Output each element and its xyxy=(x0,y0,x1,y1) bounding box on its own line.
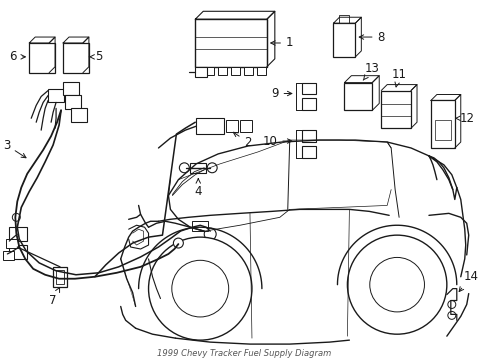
Text: 13: 13 xyxy=(363,62,379,80)
Bar xyxy=(301,130,315,142)
Circle shape xyxy=(148,237,251,340)
Bar xyxy=(71,108,87,122)
Text: 4: 4 xyxy=(194,179,202,198)
Bar xyxy=(190,163,206,173)
Circle shape xyxy=(207,163,217,173)
Text: 6: 6 xyxy=(10,50,25,63)
Text: 8: 8 xyxy=(359,31,384,44)
Bar xyxy=(3,251,14,260)
Bar xyxy=(301,146,315,158)
Text: 14: 14 xyxy=(458,270,477,292)
Bar xyxy=(29,43,55,73)
Bar xyxy=(196,118,224,134)
Bar xyxy=(256,67,265,75)
Text: 5: 5 xyxy=(89,50,102,63)
Text: 12: 12 xyxy=(455,112,473,125)
Bar xyxy=(53,267,67,287)
Circle shape xyxy=(173,238,183,248)
Bar xyxy=(63,43,89,73)
Text: 10: 10 xyxy=(262,135,291,148)
Bar xyxy=(56,270,64,284)
Circle shape xyxy=(447,301,455,309)
Bar xyxy=(65,95,81,109)
Circle shape xyxy=(12,213,20,221)
Bar xyxy=(301,98,315,111)
Bar xyxy=(9,227,27,241)
Bar xyxy=(6,239,18,248)
Circle shape xyxy=(179,163,189,173)
Bar xyxy=(231,67,240,75)
Text: 11: 11 xyxy=(391,68,406,87)
Bar xyxy=(344,82,371,111)
Bar xyxy=(225,120,238,132)
Bar xyxy=(63,82,79,95)
Bar xyxy=(430,100,454,148)
Bar xyxy=(218,67,226,75)
Text: 1: 1 xyxy=(270,36,293,49)
Bar xyxy=(195,67,207,77)
Bar xyxy=(48,89,64,102)
Text: 2: 2 xyxy=(233,132,251,149)
Bar xyxy=(339,15,349,23)
Circle shape xyxy=(447,311,455,319)
Bar xyxy=(381,90,410,128)
Text: 1999 Chevy Tracker Fuel Supply Diagram: 1999 Chevy Tracker Fuel Supply Diagram xyxy=(157,348,330,357)
Text: 7: 7 xyxy=(49,288,60,307)
Bar xyxy=(9,245,27,259)
Bar xyxy=(244,67,252,75)
Circle shape xyxy=(369,257,424,312)
Circle shape xyxy=(171,260,228,317)
Text: 9: 9 xyxy=(270,87,291,100)
Bar xyxy=(333,23,355,57)
Bar xyxy=(195,19,266,67)
Text: 3: 3 xyxy=(2,139,26,158)
Bar xyxy=(205,67,214,75)
Bar xyxy=(192,221,208,231)
Circle shape xyxy=(346,235,446,334)
Bar xyxy=(434,120,450,140)
Bar xyxy=(301,82,315,94)
Circle shape xyxy=(204,228,216,240)
Bar xyxy=(240,120,251,132)
